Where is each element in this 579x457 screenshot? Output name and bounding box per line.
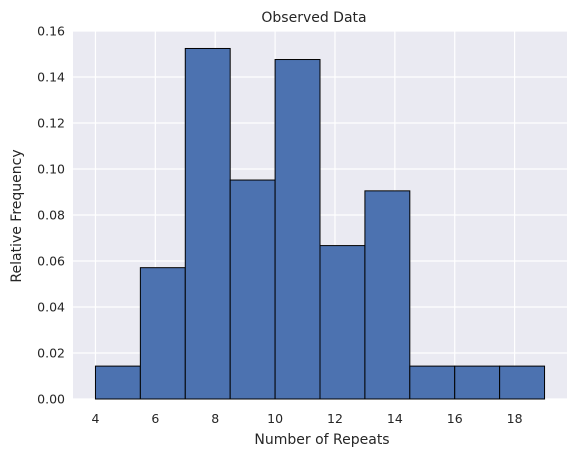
x-tick-label: 12 <box>327 411 343 426</box>
histogram-bar <box>454 365 501 400</box>
histogram-bar <box>409 365 456 400</box>
x-tick-label: 18 <box>507 411 523 426</box>
y-tick-label: 0.08 <box>37 208 65 223</box>
chart-title: Observed Data <box>261 10 366 26</box>
x-axis-label: Number of Repeats <box>254 432 389 448</box>
x-tick-label: 4 <box>91 411 99 426</box>
y-tick-label: 0.14 <box>37 70 65 85</box>
histogram-bar <box>499 365 546 400</box>
y-tick-label: 0.02 <box>37 346 65 361</box>
x-tick-label: 8 <box>211 411 219 426</box>
histogram-bar <box>229 179 276 400</box>
histogram-bar <box>274 59 321 400</box>
bars <box>94 47 546 400</box>
y-tick-label: 0.12 <box>37 116 65 131</box>
x-tick-label: 6 <box>151 411 159 426</box>
y-tick-labels: 0.00 0.02 0.04 0.06 0.08 0.10 0.12 0.14 0.16 <box>37 24 65 407</box>
x-tick-label: 14 <box>387 411 403 426</box>
y-tick-label: 0.16 <box>37 24 65 39</box>
x-tick-label: 10 <box>267 411 283 426</box>
y-tick-label: 0.00 <box>37 392 65 407</box>
histogram-bar <box>319 245 366 400</box>
x-tick-labels: 4 6 8 10 12 14 16 18 <box>91 411 522 426</box>
histogram-bar <box>94 365 141 400</box>
y-tick-label: 0.06 <box>37 254 65 269</box>
histogram-bar <box>139 267 186 400</box>
x-tick-label: 16 <box>447 411 463 426</box>
y-tick-label: 0.10 <box>37 162 65 177</box>
histogram-bar <box>364 190 411 400</box>
histogram-bar <box>184 47 231 400</box>
y-tick-label: 0.04 <box>37 300 65 315</box>
y-axis-label: Relative Frequency <box>9 149 25 282</box>
